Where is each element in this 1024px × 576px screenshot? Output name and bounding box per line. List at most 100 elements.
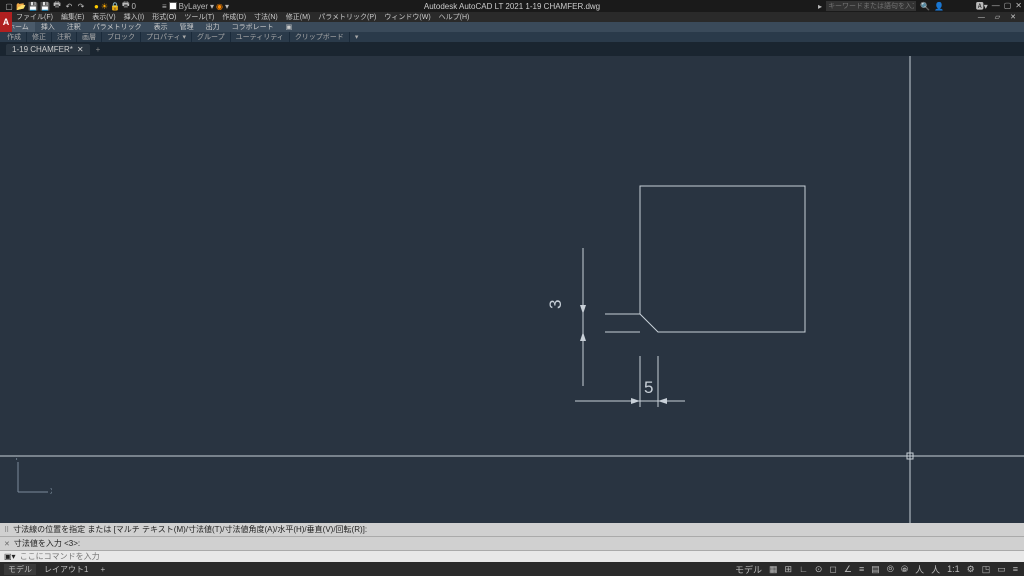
- app-root: ▢ 📂 💾 💾 🖶 ↶ ↷ ● ☀ 🔒 🖶 0 ≡ ByLayer ▾ ◉ ▾ …: [0, 0, 1024, 576]
- layer-control[interactable]: ● ☀ 🔒 🖶 0 ≡ ByLayer ▾ ◉ ▾: [94, 0, 229, 13]
- autocad-logo[interactable]: A: [0, 12, 12, 32]
- panel-layers[interactable]: 画層: [77, 32, 102, 42]
- search-icon[interactable]: 🔍: [920, 2, 930, 11]
- status-gear-icon[interactable]: ⚙: [965, 564, 977, 575]
- command-input-row: ▣▾: [0, 551, 1024, 562]
- status-isodraft-icon[interactable]: ◳: [980, 564, 993, 575]
- menu-help[interactable]: ヘルプ(H): [435, 12, 474, 22]
- panel-annotation[interactable]: 注釈: [52, 32, 77, 42]
- menu-dimension[interactable]: 寸法(N): [250, 12, 282, 22]
- status-grid-icon[interactable]: ▦: [767, 564, 780, 575]
- layer-name: ByLayer: [179, 2, 208, 11]
- layer-bulb-icon: ●: [94, 2, 99, 11]
- status-transparency-icon[interactable]: ▤: [869, 564, 882, 575]
- layer-dropdown-icon[interactable]: ▾: [210, 2, 214, 11]
- color-wheel-icon[interactable]: ◉: [216, 2, 223, 11]
- tab-focus-icon[interactable]: ▣: [280, 23, 299, 31]
- tab-manage[interactable]: 管理: [174, 22, 200, 32]
- menu-window[interactable]: ウィンドウ(W): [380, 12, 434, 22]
- status-add-layout-icon[interactable]: +: [96, 565, 109, 574]
- tab-view[interactable]: 表示: [148, 22, 174, 32]
- quick-access-toolbar: ▢ 📂 💾 💾 🖶 ↶ ↷: [0, 1, 86, 11]
- qat-open-icon[interactable]: 📂: [16, 1, 26, 11]
- close-icon[interactable]: ✕: [1015, 1, 1022, 12]
- maximize-icon[interactable]: ▢: [1004, 1, 1012, 12]
- panel-expand-icon[interactable]: ▾: [350, 33, 364, 41]
- menu-edit[interactable]: 編集(E): [57, 12, 88, 22]
- panel-draw[interactable]: 作成: [2, 32, 27, 42]
- drawing-canvas[interactable]: 35 Y X: [0, 56, 1024, 523]
- qat-redo-icon[interactable]: ↷: [76, 1, 86, 11]
- qat-saveas-icon[interactable]: 💾: [40, 1, 50, 11]
- cmd-handle-icon[interactable]: ⠿: [4, 526, 9, 534]
- tab-output[interactable]: 出力: [200, 22, 226, 32]
- status-snap-icon[interactable]: ⊞: [783, 564, 795, 575]
- command-input[interactable]: [20, 552, 1020, 561]
- minimize-icon[interactable]: —: [992, 1, 1000, 12]
- status-clean-icon[interactable]: ▭: [995, 564, 1008, 575]
- layer-more-dropdown[interactable]: ▾: [225, 2, 229, 11]
- status-otrack-icon[interactable]: ∠: [842, 564, 854, 575]
- tab-collaborate[interactable]: コラボレート: [226, 22, 280, 32]
- menu-file[interactable]: ファイル(F): [12, 12, 57, 22]
- qat-undo-icon[interactable]: ↶: [64, 1, 74, 11]
- panel-properties[interactable]: プロパティ ▾: [141, 32, 192, 42]
- doc-tab-close-icon[interactable]: ✕: [77, 45, 84, 54]
- panel-modify[interactable]: 修正: [27, 32, 52, 42]
- menu-tools[interactable]: ツール(T): [180, 12, 218, 22]
- status-annovisible-icon[interactable]: 人: [929, 563, 942, 576]
- status-left: モデル レイアウト1 +: [4, 564, 109, 575]
- menu-parametric[interactable]: パラメトリック(P): [314, 12, 380, 22]
- status-layout-tab[interactable]: レイアウト1: [40, 564, 92, 575]
- search-chevron-icon[interactable]: ▸: [818, 2, 822, 11]
- status-lineweight-icon[interactable]: ≡: [857, 564, 866, 574]
- qat-save-icon[interactable]: 💾: [28, 1, 38, 11]
- statusbar: モデル レイアウト1 + モデル ▦ ⊞ ∟ ⊙ ◻ ∠ ≡ ▤ ⦾ 🞋 人 人…: [0, 562, 1024, 576]
- ucs-y-label: Y: [14, 458, 20, 462]
- command-history-2: ✕ 寸法値を入力 <3>:: [0, 537, 1024, 551]
- doc-restore-icon[interactable]: ▱: [991, 14, 1004, 21]
- cmd-prompt-icon[interactable]: ▣▾: [4, 552, 16, 561]
- panel-block[interactable]: ブロック: [102, 32, 141, 42]
- doc-tab-add-icon[interactable]: +: [96, 45, 101, 54]
- tab-annotate[interactable]: 注釈: [61, 22, 87, 32]
- tab-parametric[interactable]: パラメトリック: [87, 22, 148, 32]
- status-annoauto-icon[interactable]: 人: [913, 563, 926, 576]
- linetype-sep: ≡: [162, 2, 167, 11]
- layer-lock-icon: 🔒: [110, 2, 120, 11]
- ribbon-tabs: ホーム 挿入 注釈 パラメトリック 表示 管理 出力 コラボレート ▣: [0, 22, 1024, 32]
- menu-format[interactable]: 形式(O): [148, 12, 180, 22]
- status-model-button[interactable]: モデル: [733, 563, 764, 576]
- panel-clipboard[interactable]: クリップボード: [290, 32, 350, 42]
- menu-insert[interactable]: 挿入(I): [120, 12, 149, 22]
- cmd-close-icon[interactable]: ✕: [4, 540, 10, 548]
- doc-tab[interactable]: 1-19 CHAMFER* ✕: [6, 44, 90, 55]
- status-osnap-icon[interactable]: ◻: [827, 564, 838, 575]
- qat-new-icon[interactable]: ▢: [4, 1, 14, 11]
- menu-draw[interactable]: 作成(D): [218, 12, 250, 22]
- menubar: A ファイル(F) 編集(E) 表示(V) 挿入(I) 形式(O) ツール(T)…: [0, 12, 1024, 22]
- help-dropdown-icon[interactable]: 🅰▾: [976, 1, 988, 12]
- doc-minimize-icon[interactable]: —: [974, 14, 989, 21]
- doc-close-icon[interactable]: ✕: [1006, 14, 1020, 21]
- status-polar-icon[interactable]: ⊙: [813, 564, 825, 575]
- ucs-icon: Y X: [12, 458, 52, 503]
- status-scale[interactable]: 1:1: [945, 564, 962, 574]
- doc-tab-label: 1-19 CHAMFER*: [12, 45, 73, 54]
- qat-plot-icon[interactable]: 🖶: [52, 1, 62, 11]
- user-icon[interactable]: 👤: [934, 2, 944, 11]
- menu-view[interactable]: 表示(V): [88, 12, 119, 22]
- status-customize-icon[interactable]: ≡: [1011, 564, 1020, 574]
- search-input[interactable]: [826, 1, 916, 11]
- status-model-tab[interactable]: モデル: [4, 564, 36, 575]
- panel-utilities[interactable]: ユーティリティ: [231, 32, 290, 42]
- status-annoscale-icon[interactable]: ⦾: [885, 564, 896, 575]
- status-annomon-icon[interactable]: 🞋: [899, 564, 910, 575]
- tab-insert[interactable]: 挿入: [35, 22, 61, 32]
- status-ortho-icon[interactable]: ∟: [797, 564, 810, 574]
- layer-print-icon: 🖶: [122, 0, 130, 13]
- drawing-svg: 35: [0, 56, 1024, 523]
- color-swatch[interactable]: [169, 2, 177, 10]
- panel-groups[interactable]: グループ: [192, 32, 231, 42]
- menu-modify[interactable]: 修正(M): [282, 12, 315, 22]
